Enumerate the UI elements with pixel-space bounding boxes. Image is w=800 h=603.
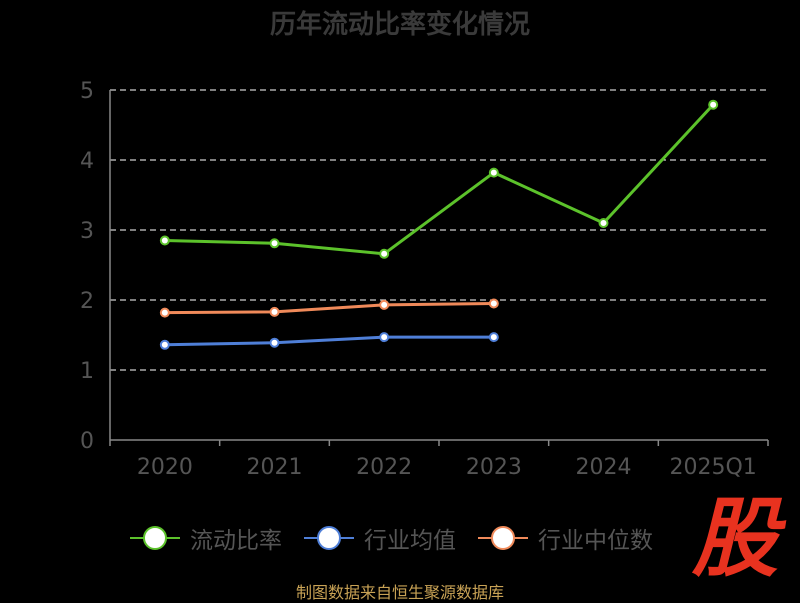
series-layer	[159, 99, 719, 350]
data-point	[488, 298, 499, 309]
axis-layer: 0 1 2 3 4 5 2020 2021 2022 2023 2024 2025Q1	[80, 79, 769, 480]
legend: 流动比率 行业均值 行业中位数	[130, 518, 653, 558]
legend-item-2[interactable]: 行业中位数	[478, 521, 653, 555]
y-tick-label: 5	[80, 79, 94, 104]
series-line-0	[164, 103, 715, 256]
x-tick-label: 2021	[247, 455, 303, 480]
legend-marker-icon	[304, 525, 354, 551]
legend-label: 行业均值	[364, 528, 456, 554]
data-point	[488, 332, 499, 343]
data-point	[269, 238, 280, 249]
y-tick-label: 2	[80, 289, 94, 314]
legend-marker-icon	[478, 525, 528, 551]
data-point	[708, 99, 719, 110]
source-footer: 制图数据来自恒生聚源数据库	[295, 583, 504, 602]
data-point	[269, 306, 280, 317]
data-point	[269, 337, 280, 348]
legend-label: 流动比率	[190, 528, 282, 554]
x-tick-label: 2022	[356, 455, 412, 480]
data-point	[159, 339, 170, 350]
x-tick-label: 2023	[466, 455, 522, 480]
data-point	[379, 248, 390, 259]
y-tick-label: 3	[80, 219, 94, 244]
data-point	[159, 307, 170, 318]
x-tick-label: 2024	[576, 455, 632, 480]
data-point	[488, 167, 499, 178]
series-line-1	[164, 335, 494, 347]
legend-marker-icon	[130, 525, 180, 551]
grid-layer	[110, 89, 768, 371]
data-point	[159, 235, 170, 246]
legend-item-0[interactable]: 流动比率	[130, 521, 282, 555]
series-line-2	[164, 302, 494, 315]
legend-item-1[interactable]: 行业均值	[304, 521, 456, 555]
data-point	[379, 299, 390, 310]
y-tick-label: 0	[80, 429, 94, 454]
y-tick-label: 1	[80, 359, 94, 384]
brand-logo: 股	[692, 489, 778, 589]
y-tick-label: 4	[80, 149, 94, 174]
x-tick-label: 2020	[137, 455, 193, 480]
legend-label: 行业中位数	[538, 528, 653, 554]
x-tick-label: 2025Q1	[670, 455, 757, 480]
data-point	[598, 218, 609, 228]
chart-title: 历年流动比率变化情况	[269, 10, 530, 40]
data-point	[379, 332, 390, 343]
